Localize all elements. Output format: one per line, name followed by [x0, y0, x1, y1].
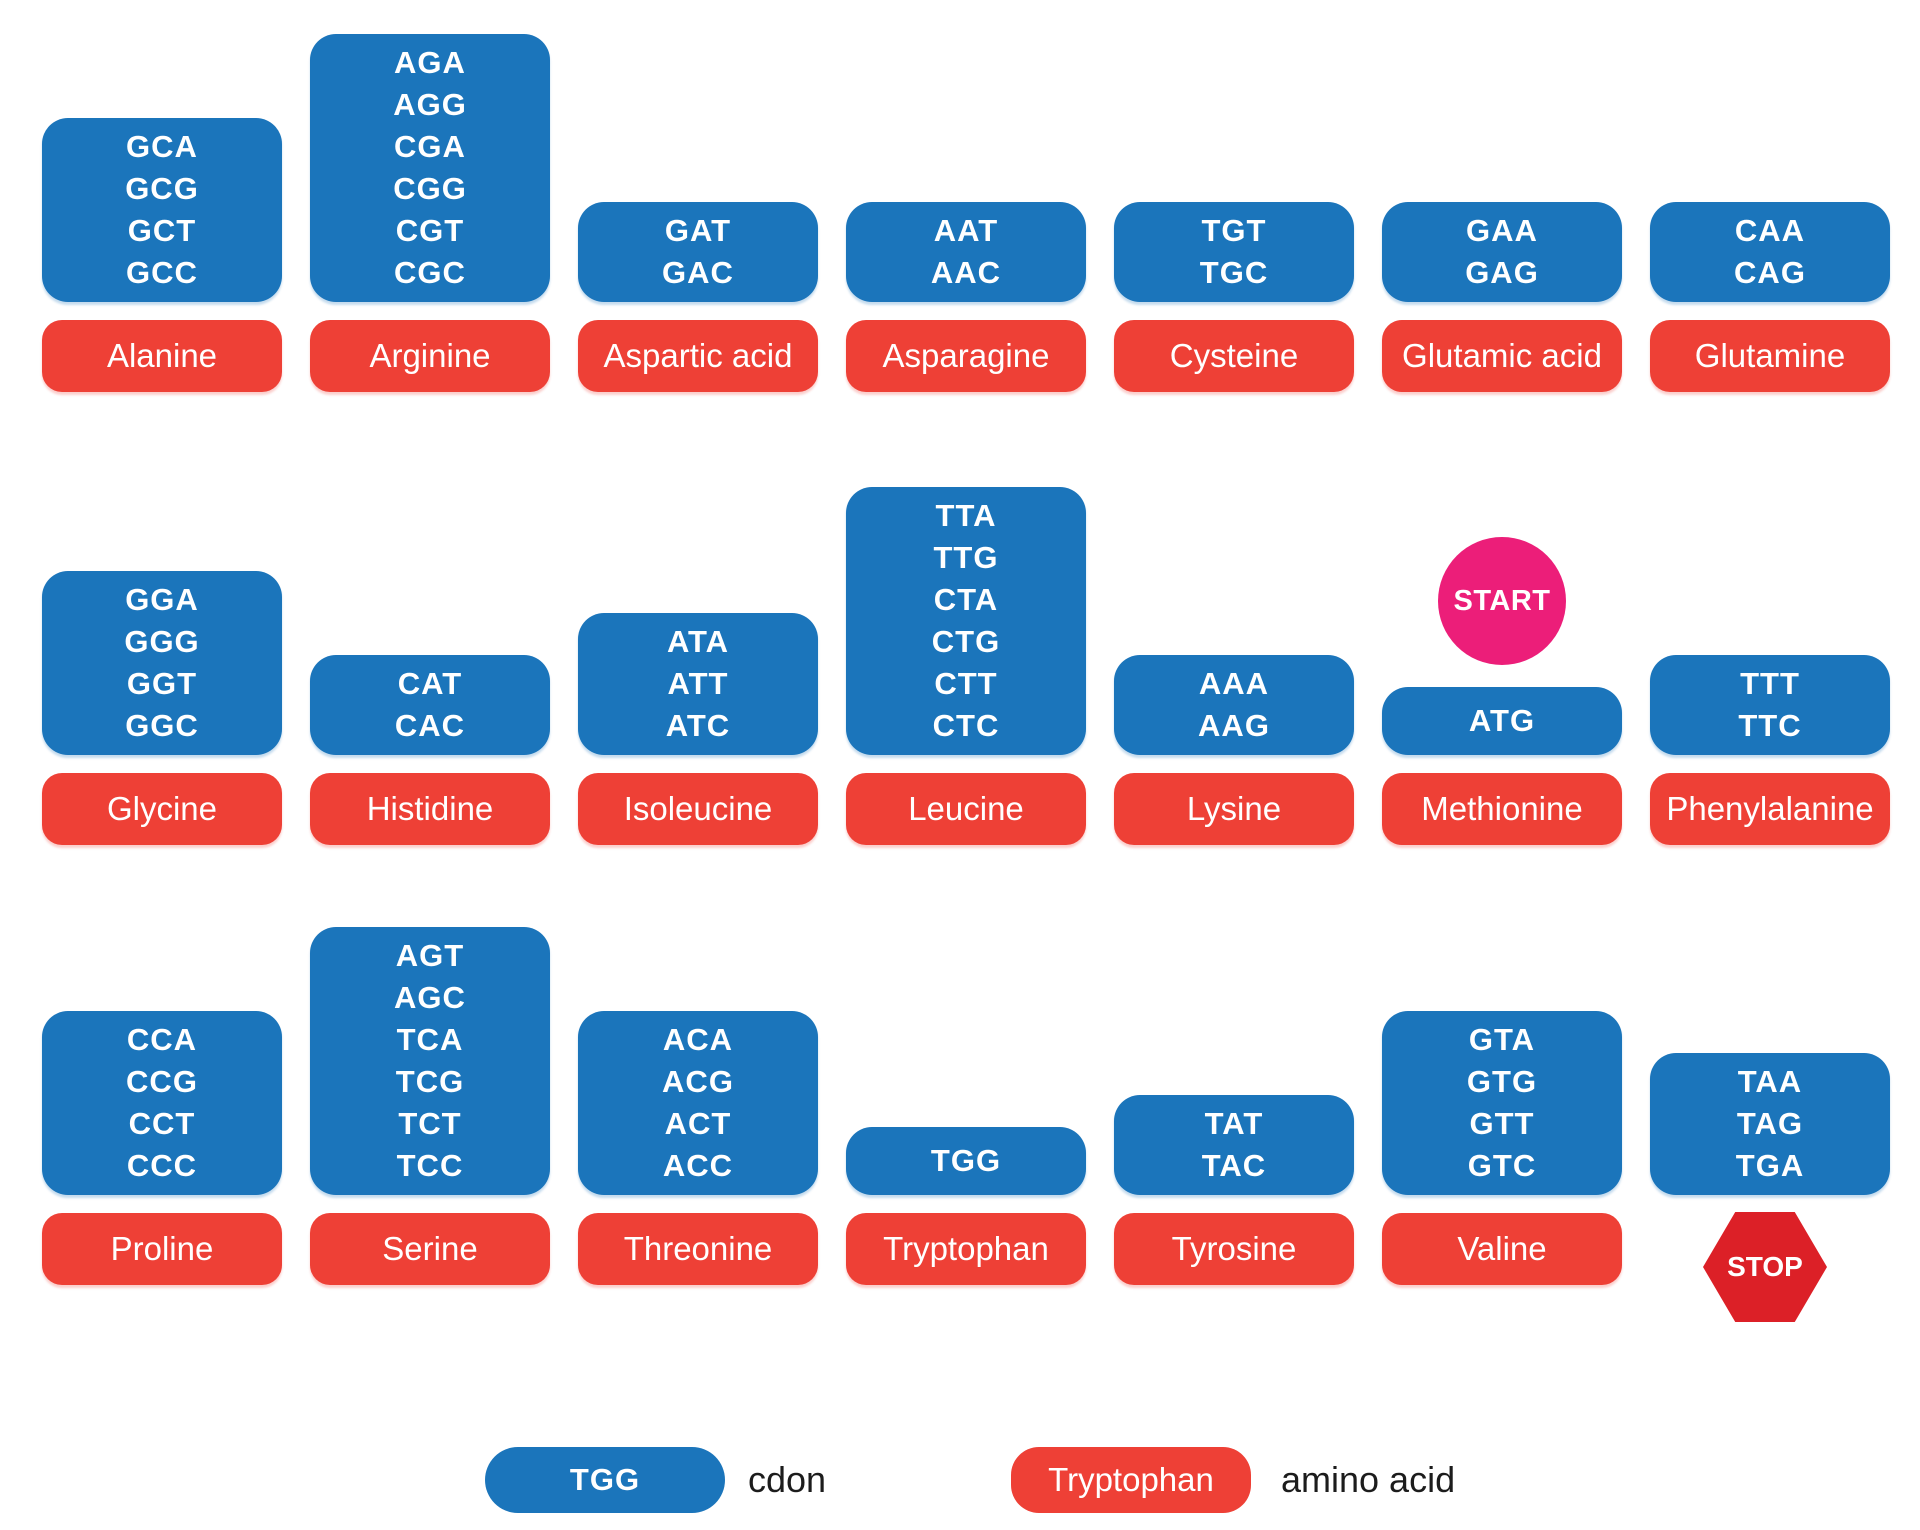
codon-box-glycine: GGA GGG GGT GGC — [42, 571, 282, 755]
group-methionine: ATG Methionine — [1382, 430, 1622, 845]
amino-label-methionine: Methionine — [1382, 773, 1622, 845]
amino-label-histidine: Histidine — [310, 773, 550, 845]
codon-box-isoleucine: ATA ATT ATC — [578, 613, 818, 755]
amino-label-leucine: Leucine — [846, 773, 1086, 845]
codon-box-lysine: AAA AAG — [1114, 655, 1354, 755]
legend-amino-label: amino acid — [1281, 1459, 1456, 1500]
amino-acid-row-3: CCA CCG CCT CCC Proline AGT AGC TCA TCG … — [0, 890, 1920, 1285]
group-alanine: GCA GCG GCT GCC Alanine — [42, 0, 282, 392]
amino-label-isoleucine: Isoleucine — [578, 773, 818, 845]
legend-codon-swatch: TGG — [485, 1447, 725, 1513]
codon-box-aspartic-acid: GAT GAC — [578, 202, 818, 302]
group-tyrosine: TAT TAC Tyrosine — [1114, 890, 1354, 1285]
amino-label-tryptophan: Tryptophan — [846, 1213, 1086, 1285]
group-glutamic-acid: GAA GAG Glutamic acid — [1382, 0, 1622, 392]
amino-label-alanine: Alanine — [42, 320, 282, 392]
group-isoleucine: ATA ATT ATC Isoleucine — [578, 430, 818, 845]
amino-label-cysteine: Cysteine — [1114, 320, 1354, 392]
codon-box-stop-codons: TAA TAG TGA — [1650, 1053, 1890, 1195]
group-leucine: TTA TTG CTA CTG CTT CTC Leucine — [846, 430, 1086, 845]
codon-box-histidine: CAT CAC — [310, 655, 550, 755]
amino-label-glutamic-acid: Glutamic acid — [1382, 320, 1622, 392]
codon-box-leucine: TTA TTG CTA CTG CTT CTC — [846, 487, 1086, 755]
legend: TGG cdon Tryptophan amino acid — [0, 1447, 1920, 1513]
group-arginine: AGA AGG CGA CGG CGT CGC Arginine — [310, 0, 550, 392]
codon-box-tyrosine: TAT TAC — [1114, 1095, 1354, 1195]
group-serine: AGT AGC TCA TCG TCT TCC Serine — [310, 890, 550, 1285]
group-histidine: CAT CAC Histidine — [310, 430, 550, 845]
legend-codon-label: cdon — [748, 1459, 827, 1500]
amino-acid-row-1: GCA GCG GCT GCC Alanine AGA AGG CGA CGG … — [0, 0, 1920, 392]
group-tryptophan: TGG Tryptophan — [846, 890, 1086, 1285]
codon-box-tryptophan: TGG — [846, 1127, 1086, 1195]
amino-label-glycine: Glycine — [42, 773, 282, 845]
codon-box-glutamic-acid: GAA GAG — [1382, 202, 1622, 302]
amino-label-tyrosine: Tyrosine — [1114, 1213, 1354, 1285]
codon-box-threonine: ACA ACG ACT ACC — [578, 1011, 818, 1195]
group-threonine: ACA ACG ACT ACC Threonine — [578, 890, 818, 1285]
group-aspartic-acid: GAT GAC Aspartic acid — [578, 0, 818, 392]
codon-box-arginine: AGA AGG CGA CGG CGT CGC — [310, 34, 550, 302]
group-lysine: AAA AAG Lysine — [1114, 430, 1354, 845]
group-proline: CCA CCG CCT CCC Proline — [42, 890, 282, 1285]
amino-label-aspartic-acid: Aspartic acid — [578, 320, 818, 392]
group-phenylalanine: TTT TTC Phenylalanine — [1650, 430, 1890, 845]
group-glutamine: CAA CAG Glutamine — [1650, 0, 1890, 392]
codon-box-proline: CCA CCG CCT CCC — [42, 1011, 282, 1195]
group-stop-codons: TAA TAG TGA — [1650, 890, 1890, 1285]
amino-label-asparagine: Asparagine — [846, 320, 1086, 392]
amino-label-serine: Serine — [310, 1213, 550, 1285]
start-marker-circle: START — [1438, 537, 1566, 665]
amino-acid-row-2: GGA GGG GGT GGC Glycine CAT CAC Histidin… — [0, 430, 1920, 845]
amino-label-threonine: Threonine — [578, 1213, 818, 1285]
group-asparagine: AAT AAC Asparagine — [846, 0, 1086, 392]
group-glycine: GGA GGG GGT GGC Glycine — [42, 430, 282, 845]
group-cysteine: TGT TGC Cysteine — [1114, 0, 1354, 392]
amino-label-arginine: Arginine — [310, 320, 550, 392]
codon-box-valine: GTA GTG GTT GTC — [1382, 1011, 1622, 1195]
legend-amino-swatch: Tryptophan — [1011, 1447, 1251, 1513]
codon-box-alanine: GCA GCG GCT GCC — [42, 118, 282, 302]
codon-box-cysteine: TGT TGC — [1114, 202, 1354, 302]
codon-box-asparagine: AAT AAC — [846, 202, 1086, 302]
amino-label-phenylalanine: Phenylalanine — [1650, 773, 1890, 845]
amino-label-proline: Proline — [42, 1213, 282, 1285]
codon-box-phenylalanine: TTT TTC — [1650, 655, 1890, 755]
codon-box-methionine: ATG — [1382, 687, 1622, 755]
amino-label-lysine: Lysine — [1114, 773, 1354, 845]
group-valine: GTA GTG GTT GTC Valine — [1382, 890, 1622, 1285]
amino-label-valine: Valine — [1382, 1213, 1622, 1285]
amino-label-glutamine: Glutamine — [1650, 320, 1890, 392]
codon-box-glutamine: CAA CAG — [1650, 202, 1890, 302]
codon-box-serine: AGT AGC TCA TCG TCT TCC — [310, 927, 550, 1195]
